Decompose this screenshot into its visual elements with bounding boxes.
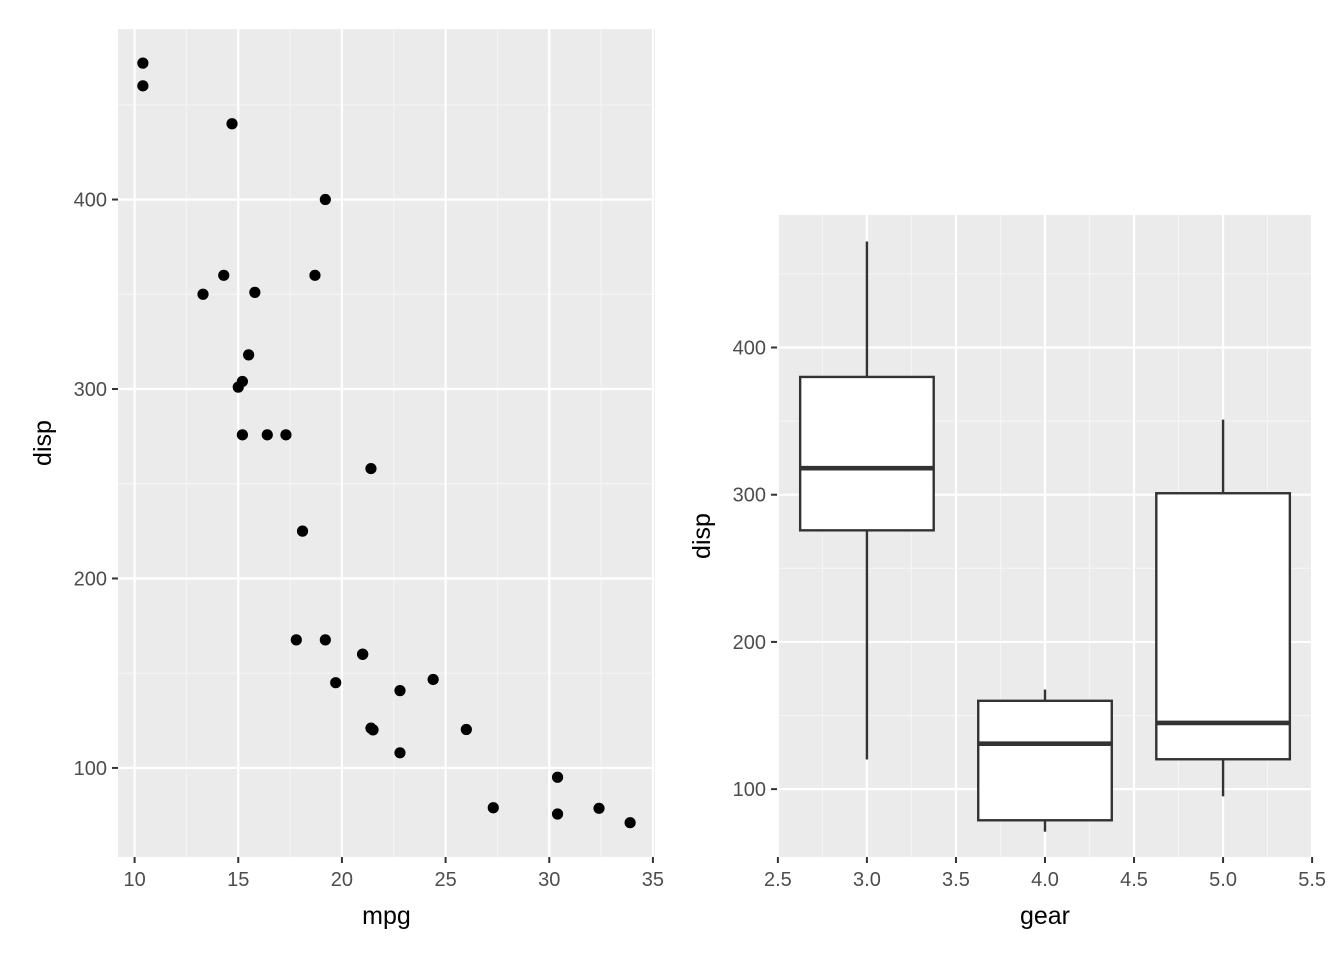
data-point (551, 808, 564, 820)
y-axis-title: disp (29, 420, 57, 466)
x-tick-label: 3.0 (853, 869, 881, 891)
data-point (319, 634, 331, 646)
x-axis-title: gear (1020, 902, 1070, 930)
data-point (394, 685, 406, 697)
x-axis-title: mpg (362, 902, 411, 930)
data-point (487, 802, 499, 814)
data-point (593, 802, 605, 814)
x-tick-label: 15 (227, 869, 249, 891)
y-tick-label: 400 (733, 337, 766, 359)
data-point (296, 525, 309, 537)
y-tick-label: 400 (74, 190, 107, 212)
x-tick-label: 4.5 (1120, 869, 1148, 891)
y-tick-label: 200 (74, 568, 107, 590)
box-iqr (1155, 492, 1292, 761)
data-point (624, 817, 636, 829)
data-point (290, 634, 302, 646)
x-tick-label: 30 (538, 869, 560, 891)
data-point (137, 57, 149, 69)
x-tick-label: 2.5 (764, 869, 792, 891)
y-tick-label: 300 (74, 379, 107, 401)
y-tick-label: 200 (733, 632, 766, 654)
data-point (249, 286, 261, 298)
x-tick-label: 5.0 (1209, 869, 1237, 891)
data-point (243, 349, 255, 361)
box-iqr (977, 699, 1113, 822)
data-point (309, 269, 321, 281)
data-point (357, 648, 369, 660)
data-point (280, 429, 292, 441)
data-point (427, 673, 439, 686)
data-point (394, 747, 406, 759)
y-tick-label: 100 (74, 758, 107, 780)
x-tick-label: 10 (123, 869, 145, 891)
data-point (460, 723, 472, 736)
x-tick-label: 3.5 (942, 869, 970, 891)
plot-background (118, 29, 655, 857)
data-point (197, 288, 209, 300)
box-panel: 2.5 3.0 3.5 4.0 4.5 5.0 5.5 100 200 300 400 gear dis… (688, 215, 1326, 930)
y-tick-label: 300 (733, 485, 766, 507)
box-iqr (798, 375, 935, 532)
y-tick-label: 100 (733, 779, 766, 801)
data-point (232, 381, 244, 393)
data-point (236, 429, 249, 441)
data-point (261, 429, 273, 441)
data-point (365, 462, 377, 475)
x-tick-label: 5.5 (1298, 869, 1326, 891)
data-point (218, 269, 230, 281)
x-tick-label: 25 (434, 869, 456, 891)
scatter-panel: 10 15 20 25 30 35 100 200 300 400 mpg disp (29, 29, 664, 930)
x-tick-label: 35 (642, 869, 664, 891)
data-point (330, 677, 342, 689)
x-tick-label: 20 (331, 869, 353, 891)
y-axis-title: disp (688, 513, 716, 559)
x-tick-label: 4.0 (1031, 869, 1059, 891)
data-point (551, 771, 564, 783)
data-point (319, 193, 331, 206)
data-point (137, 80, 149, 92)
data-point (226, 118, 238, 130)
data-point (365, 722, 377, 734)
